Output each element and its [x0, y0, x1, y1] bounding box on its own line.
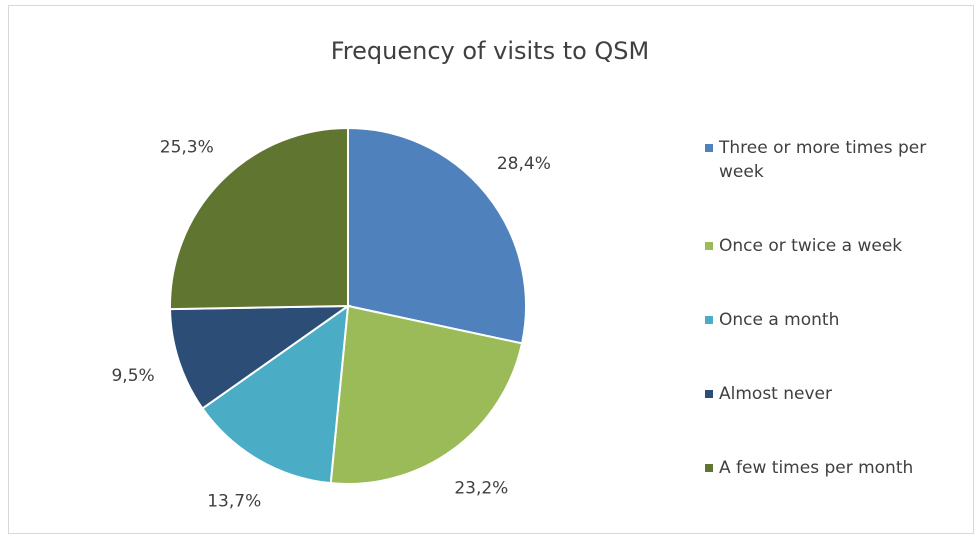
legend-swatch	[705, 144, 713, 152]
legend-item: Almost never	[705, 382, 965, 406]
pie-slice	[201, 303, 350, 485]
pie-slice	[347, 126, 527, 345]
data-label: 25,3%	[160, 138, 214, 158]
legend-label: Once a month	[719, 310, 840, 330]
pie-slice	[169, 304, 352, 410]
legend-swatch	[705, 316, 713, 324]
legend-item: A few times per month	[705, 456, 965, 480]
legend-label: Three or more times per week	[719, 138, 927, 182]
legend-label: A few times per month	[719, 458, 914, 478]
legend-swatch	[705, 390, 713, 398]
legend-label: Once or twice a week	[719, 236, 903, 256]
data-label: 28,4%	[497, 154, 551, 174]
legend: Three or more times per week Once or twic…	[705, 136, 965, 530]
legend-swatch	[705, 242, 713, 250]
data-label: 9,5%	[111, 366, 154, 386]
chart-title: Frequency of visits to QSM	[331, 37, 650, 65]
pie-slice	[169, 126, 349, 311]
legend-item: Once a month	[705, 308, 965, 332]
data-label: 23,2%	[454, 479, 508, 499]
legend-swatch	[705, 464, 713, 472]
legend-item: Once or twice a week	[705, 234, 965, 258]
legend-item: Three or more times per week	[705, 136, 965, 184]
data-label: 13,7%	[207, 491, 261, 511]
legend-label: Almost never	[719, 384, 832, 404]
pie-slice	[329, 304, 524, 485]
